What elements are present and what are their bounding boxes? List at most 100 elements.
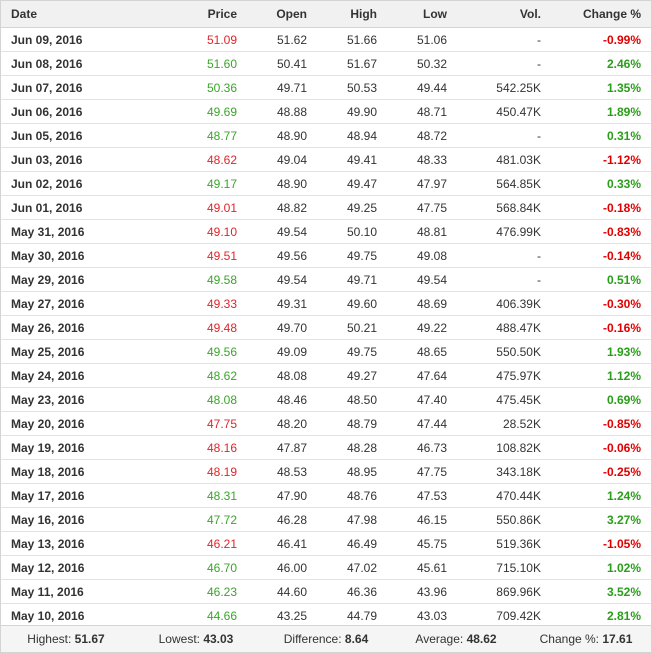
row-date: May 18, 2016 — [1, 459, 135, 484]
row-open: 48.53 — [241, 459, 311, 484]
row-low: 49.08 — [381, 243, 451, 268]
row-high: 51.66 — [311, 27, 381, 52]
volume-column-header[interactable]: Vol. — [451, 1, 545, 28]
row-price: 51.09 — [135, 27, 241, 52]
row-volume: - — [451, 267, 545, 292]
row-price: 48.19 — [135, 459, 241, 484]
row-low: 51.06 — [381, 27, 451, 52]
row-date: May 10, 2016 — [1, 603, 135, 628]
row-change: 2.46% — [545, 51, 651, 76]
row-change: 1.24% — [545, 483, 651, 508]
row-price: 49.33 — [135, 291, 241, 316]
price-column-header[interactable]: Price — [135, 1, 241, 28]
row-volume: 488.47K — [451, 315, 545, 340]
table-row: May 12, 2016 46.70 46.00 47.02 45.61 715.10K 1… — [1, 555, 651, 580]
row-high: 47.98 — [311, 507, 381, 532]
row-date: May 19, 2016 — [1, 435, 135, 460]
row-high: 48.28 — [311, 435, 381, 460]
row-volume: 470.44K — [451, 483, 545, 508]
row-volume: - — [451, 123, 545, 148]
row-change: 0.31% — [545, 123, 651, 148]
table-row: May 23, 2016 48.08 48.46 48.50 47.40 475.45K 0… — [1, 387, 651, 412]
row-open: 47.90 — [241, 483, 311, 508]
row-low: 47.64 — [381, 363, 451, 388]
row-date: May 17, 2016 — [1, 483, 135, 508]
row-price: 48.62 — [135, 363, 241, 388]
row-open: 49.54 — [241, 267, 311, 292]
row-change: 1.35% — [545, 75, 651, 100]
row-date: May 13, 2016 — [1, 531, 135, 556]
row-volume: 542.25K — [451, 75, 545, 100]
date-column-header[interactable]: Date — [1, 1, 135, 28]
row-high: 49.25 — [311, 195, 381, 220]
row-open: 49.56 — [241, 243, 311, 268]
row-volume: 108.82K — [451, 435, 545, 460]
row-volume: 406.39K — [451, 291, 545, 316]
row-price: 47.72 — [135, 507, 241, 532]
row-volume: 343.18K — [451, 459, 545, 484]
row-change: 1.02% — [545, 555, 651, 580]
row-open: 43.25 — [241, 603, 311, 628]
row-open: 48.82 — [241, 195, 311, 220]
summary-highest-value: 51.67 — [74, 632, 105, 646]
row-low: 48.69 — [381, 291, 451, 316]
row-low: 47.97 — [381, 171, 451, 196]
row-volume: 475.97K — [451, 363, 545, 388]
low-column-header[interactable]: Low — [381, 1, 451, 28]
row-open: 49.31 — [241, 291, 311, 316]
row-price: 48.77 — [135, 123, 241, 148]
row-change: 3.52% — [545, 579, 651, 604]
row-date: May 25, 2016 — [1, 339, 135, 364]
row-high: 49.47 — [311, 171, 381, 196]
row-volume: 475.45K — [451, 387, 545, 412]
row-change: -0.16% — [545, 315, 651, 340]
row-high: 48.50 — [311, 387, 381, 412]
row-price: 49.56 — [135, 339, 241, 364]
row-change: 0.69% — [545, 387, 651, 412]
high-column-header[interactable]: High — [311, 1, 381, 28]
table-row: May 19, 2016 48.16 47.87 48.28 46.73 108.82K -… — [1, 435, 651, 460]
row-high: 49.75 — [311, 243, 381, 268]
change-column-header[interactable]: Change % — [545, 1, 651, 28]
row-low: 47.75 — [381, 459, 451, 484]
row-low: 43.96 — [381, 579, 451, 604]
row-low: 46.73 — [381, 435, 451, 460]
table-row: Jun 08, 2016 51.60 50.41 51.67 50.32-2.46% — [1, 51, 651, 76]
row-high: 49.60 — [311, 291, 381, 316]
row-high: 44.79 — [311, 603, 381, 628]
row-open: 46.41 — [241, 531, 311, 556]
table-row: Jun 01, 2016 49.01 48.82 49.25 47.75 568.84K -… — [1, 195, 651, 220]
row-low: 49.54 — [381, 267, 451, 292]
row-open: 48.20 — [241, 411, 311, 436]
row-change: -0.06% — [545, 435, 651, 460]
row-date: Jun 01, 2016 — [1, 195, 135, 220]
open-column-header[interactable]: Open — [241, 1, 311, 28]
row-price: 49.51 — [135, 243, 241, 268]
table-row: May 13, 2016 46.21 46.41 46.49 45.75 519.36K -… — [1, 531, 651, 556]
row-low: 48.33 — [381, 147, 451, 172]
row-volume: - — [451, 51, 545, 76]
row-high: 48.95 — [311, 459, 381, 484]
row-volume: - — [451, 243, 545, 268]
summary-bar: Highest: 51.67 Lowest: 43.03 Difference:… — [1, 625, 651, 652]
row-high: 48.76 — [311, 483, 381, 508]
row-high: 49.41 — [311, 147, 381, 172]
row-change: 0.33% — [545, 171, 651, 196]
row-low: 48.65 — [381, 339, 451, 364]
row-date: Jun 09, 2016 — [1, 27, 135, 52]
row-price: 48.16 — [135, 435, 241, 460]
row-date: May 11, 2016 — [1, 579, 135, 604]
table-row: Jun 06, 2016 49.69 48.88 49.90 48.71 450.47K 1… — [1, 99, 651, 124]
table-row: Jun 09, 2016 51.09 51.62 51.66 51.06- -0.99% — [1, 27, 651, 52]
row-high: 46.36 — [311, 579, 381, 604]
row-open: 46.00 — [241, 555, 311, 580]
row-change: -0.83% — [545, 219, 651, 244]
row-change: -1.12% — [545, 147, 651, 172]
summary-average-label: Average: — [415, 632, 464, 646]
row-change: -0.99% — [545, 27, 651, 52]
row-volume: 550.86K — [451, 507, 545, 532]
summary-average: Average: 48.62 — [391, 632, 521, 646]
row-price: 48.31 — [135, 483, 241, 508]
row-volume: 28.52K — [451, 411, 545, 436]
row-low: 48.71 — [381, 99, 451, 124]
